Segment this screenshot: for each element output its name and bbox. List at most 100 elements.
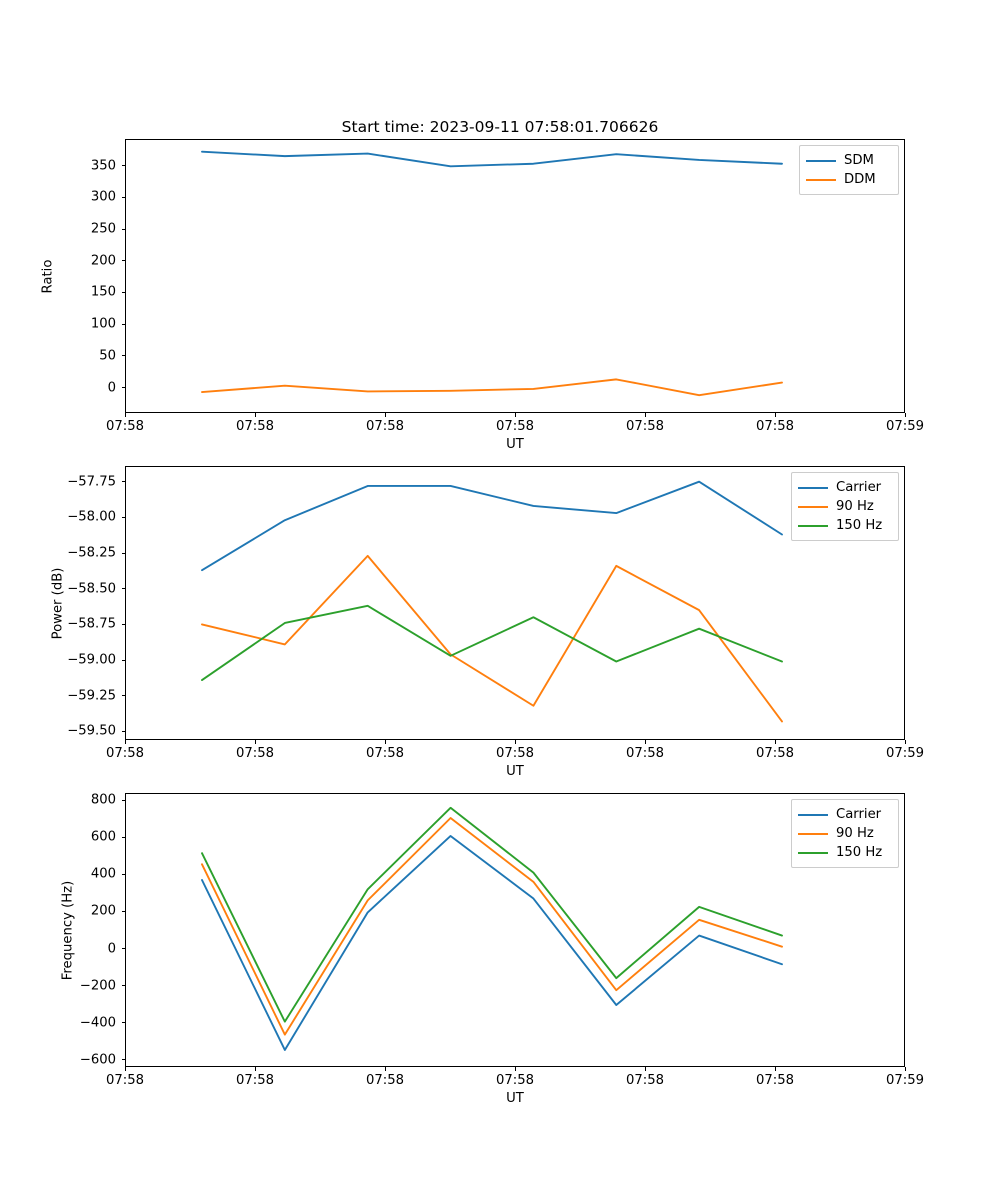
frequency-ytick-mark xyxy=(121,948,125,949)
power-ytick-label: −59.50 xyxy=(67,723,116,739)
frequency-legend-item[interactable]: 90 Hz xyxy=(798,824,892,843)
ratio-legend-label: DDM xyxy=(844,172,876,187)
ratio-ytick-mark xyxy=(121,291,125,293)
power-legend-item[interactable]: 90 Hz xyxy=(798,497,892,516)
power-series-line xyxy=(201,480,783,572)
frequency-ytick-mark xyxy=(121,799,125,801)
frequency-ytick-label: −400 xyxy=(79,1015,116,1031)
ratio-ytick-label: 250 xyxy=(90,221,116,237)
power-legend-item[interactable]: Carrier xyxy=(798,478,892,497)
frequency-ytick-mark xyxy=(121,836,125,838)
ratio-legend-label: SDM xyxy=(844,153,874,168)
frequency-xtick-label: 07:58 xyxy=(365,1073,405,1088)
frequency-xtick-mark xyxy=(644,1067,646,1071)
ratio-axes-frame xyxy=(125,139,905,413)
ratio-series-line xyxy=(201,150,783,168)
ratio-xtick-mark xyxy=(904,413,906,417)
power-ytick-label: −58.50 xyxy=(67,581,116,597)
ratio-xtick-mark xyxy=(514,413,516,417)
ratio-legend[interactable]: SDM DDM xyxy=(799,145,899,195)
frequency-ytick-mark xyxy=(121,1022,125,1024)
frequency-xtick-mark xyxy=(774,1067,776,1071)
power-legend[interactable]: Carrier 90 Hz 150 Hz xyxy=(791,472,899,541)
ratio-xtick-mark xyxy=(384,413,386,417)
frequency-legend[interactable]: Carrier 90 Hz 150 Hz xyxy=(791,799,899,868)
ratio-xtick-mark xyxy=(774,413,776,417)
frequency-ytick-label: 200 xyxy=(90,903,116,919)
power-ytick-mark xyxy=(121,588,125,590)
ratio-ytick-mark xyxy=(121,355,125,357)
figure-title: Start time: 2023-09-11 07:58:01.706626 xyxy=(341,118,659,136)
ratio-xtick-label: 07:58 xyxy=(235,419,275,434)
ratio-ytick-mark xyxy=(121,387,125,389)
frequency-ytick-label: 0 xyxy=(107,941,116,956)
legend-line-swatch-icon xyxy=(798,832,828,835)
frequency-xtick-mark xyxy=(514,1067,516,1071)
power-xtick-mark xyxy=(254,740,256,744)
frequency-xtick-label: 07:58 xyxy=(105,1073,145,1088)
frequency-legend-item[interactable]: 150 Hz xyxy=(798,843,892,862)
ratio-xtick-mark xyxy=(124,413,126,417)
power-xtick-label: 07:58 xyxy=(755,746,795,761)
legend-line-swatch-icon xyxy=(806,159,836,162)
legend-line-swatch-icon xyxy=(798,505,828,508)
legend-line-swatch-icon xyxy=(798,524,828,527)
ratio-legend-item[interactable]: SDM xyxy=(806,151,892,170)
power-xtick-mark xyxy=(514,740,516,744)
power-xlabel: UT xyxy=(506,764,524,779)
legend-line-swatch-icon xyxy=(798,851,828,854)
power-xtick-label: 07:58 xyxy=(625,746,665,761)
frequency-series-line xyxy=(201,817,783,1036)
frequency-series-line xyxy=(201,835,783,1051)
power-series-line xyxy=(201,554,783,723)
power-ytick-mark xyxy=(121,695,125,697)
power-ytick-label: −58.25 xyxy=(67,545,116,561)
power-ytick-mark xyxy=(121,623,125,625)
ratio-xtick-label: 07:58 xyxy=(625,419,665,434)
power-xtick-label: 07:58 xyxy=(365,746,405,761)
legend-line-swatch-icon xyxy=(806,178,836,181)
frequency-ytick-label: −200 xyxy=(79,978,116,994)
power-xtick-mark xyxy=(384,740,386,744)
frequency-legend-label: Carrier xyxy=(836,807,882,822)
frequency-xtick-mark xyxy=(384,1067,386,1071)
frequency-ytick-mark xyxy=(121,910,125,912)
frequency-ytick-mark xyxy=(121,1059,125,1061)
frequency-ytick-label: −600 xyxy=(79,1052,116,1068)
ratio-ytick-mark xyxy=(121,323,125,325)
frequency-legend-label: 90 Hz xyxy=(836,826,874,841)
ratio-legend-item[interactable]: DDM xyxy=(806,170,892,189)
ratio-ytick-label: 0 xyxy=(107,380,116,396)
frequency-xtick-label: 07:58 xyxy=(235,1073,275,1088)
frequency-legend-item[interactable]: Carrier xyxy=(798,805,892,824)
power-series-line xyxy=(201,604,783,682)
frequency-axes-frame xyxy=(125,793,905,1067)
frequency-legend-label: 150 Hz xyxy=(836,845,883,860)
frequency-ytick-label: 800 xyxy=(90,792,116,808)
ratio-ytick-label: 300 xyxy=(90,189,116,205)
ratio-xtick-mark xyxy=(644,413,646,417)
power-ytick-mark xyxy=(121,730,125,732)
power-xtick-label: 07:58 xyxy=(105,746,145,761)
legend-line-swatch-icon xyxy=(798,486,828,489)
legend-line-swatch-icon xyxy=(798,813,828,816)
power-legend-item[interactable]: 150 Hz xyxy=(798,516,892,535)
power-xtick-mark xyxy=(774,740,776,744)
frequency-ytick-label: 600 xyxy=(90,829,116,845)
power-legend-label: Carrier xyxy=(836,480,882,495)
power-xtick-label: 07:58 xyxy=(235,746,275,761)
ratio-ytick-label: 100 xyxy=(90,316,116,332)
ratio-ytick-label: 50 xyxy=(99,348,116,364)
ratio-ytick-mark xyxy=(121,228,125,230)
power-ytick-label: −57.75 xyxy=(67,474,116,490)
frequency-ylabel: Frequency (Hz) xyxy=(60,880,76,981)
power-xtick-label: 07:59 xyxy=(885,746,925,761)
power-ytick-label: −58.75 xyxy=(67,616,116,632)
power-legend-label: 150 Hz xyxy=(836,518,883,533)
ratio-xlabel: UT xyxy=(506,437,524,452)
